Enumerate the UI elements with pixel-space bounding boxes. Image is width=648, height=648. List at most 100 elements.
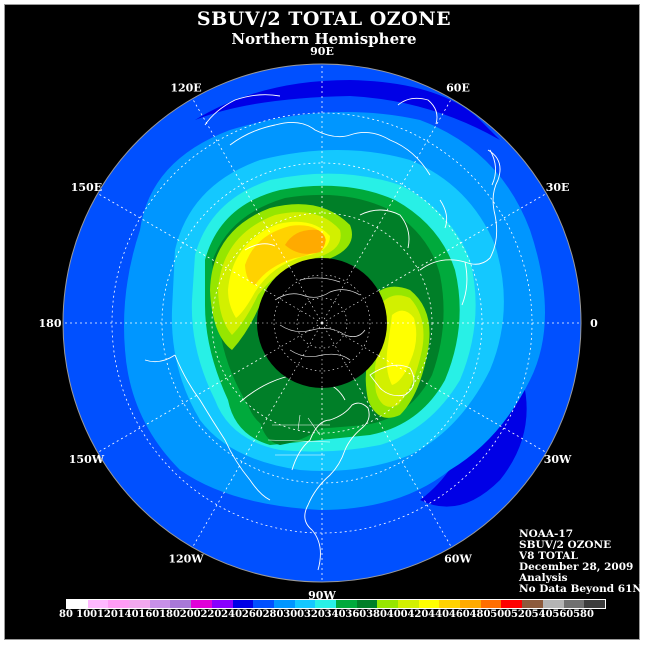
pole-meridian — [265, 290, 323, 324]
info-panel: NOAA-17 SBUV/2 OZONE V8 TOTAL December 2… — [519, 529, 642, 595]
colorbar-swatch — [584, 600, 605, 608]
colorbar-label: 380 — [366, 609, 387, 620]
colorbar-label: 260 — [241, 609, 263, 620]
state-borders — [267, 414, 331, 456]
colorbar-swatch — [542, 600, 564, 608]
colorbar-swatch — [87, 600, 109, 608]
coast-indonesia — [204, 94, 281, 126]
meridian-line — [354, 98, 452, 267]
info-date: December 28, 2009 — [519, 561, 634, 573]
coast-india — [397, 97, 438, 125]
ozone-level-460-west — [285, 229, 326, 254]
colorbar-swatch — [377, 600, 398, 608]
pole-meridian — [265, 322, 323, 356]
pole-meridian — [321, 290, 379, 324]
ozone-level-360-america — [258, 389, 330, 445]
pole-meridian — [321, 266, 355, 324]
colorbar-label: 520 — [510, 609, 532, 620]
colorbar-swatch — [439, 600, 461, 608]
coast-north-america-east — [291, 402, 370, 571]
coast-asia-pacific — [229, 121, 431, 176]
colorbar-swatch — [294, 600, 316, 608]
colorbar-label: 100 — [76, 609, 98, 620]
colorbar-label: 140 — [117, 609, 139, 620]
colorbar-label: 540 — [531, 609, 553, 620]
longitude-label: 90W — [308, 589, 336, 602]
info-satellite: NOAA-17 — [519, 528, 574, 540]
colorbar-swatch — [563, 600, 585, 608]
colorbar-label: 280 — [262, 609, 284, 620]
info-instrument: SBUV/2 OZONE — [519, 539, 612, 551]
colorbar-swatch — [356, 600, 378, 608]
pole-meridian — [321, 322, 355, 380]
pole-latitude-circle — [273, 274, 371, 372]
longitude-label: 120W — [168, 553, 204, 566]
longitude-label: 30W — [544, 453, 572, 466]
colorbar — [66, 599, 606, 609]
coast-europe — [419, 149, 501, 271]
colorbar-swatch — [191, 600, 212, 608]
colorbar-label: 200 — [179, 609, 201, 620]
pole-meridian — [289, 322, 323, 380]
colorbar-swatch — [335, 600, 357, 608]
colorbar-label: 460 — [448, 609, 470, 620]
colorbar-label: 500 — [490, 609, 512, 620]
colorbar-label: 420 — [407, 609, 429, 620]
longitude-label: 60E — [446, 81, 470, 94]
coast-greenland — [369, 364, 415, 397]
coast-arabia — [489, 149, 496, 186]
longitude-label: 0 — [590, 317, 598, 330]
longitude-label: 60W — [444, 553, 472, 566]
coast-alaska — [144, 354, 176, 363]
colorbar-swatch — [480, 600, 502, 608]
meridian-line — [192, 98, 290, 267]
colorbar-swatch — [398, 600, 419, 608]
colorbar-swatch — [149, 600, 171, 608]
longitude-label: 30E — [546, 181, 570, 194]
coast-okhotsk — [244, 243, 276, 251]
meridian-line — [97, 355, 266, 453]
pole-meridian — [289, 266, 323, 324]
colorbar-label: 80 — [59, 609, 73, 620]
meridian-line — [192, 379, 290, 548]
colorbar-swatch — [211, 600, 233, 608]
map-title: SBUV/2 TOTAL OZONE — [196, 8, 452, 30]
longitude-labels: 90E 60E 30E 0 30W 60W 90W 120W 150W 180 150E 120E — [39, 45, 599, 602]
colorbar-label: 160 — [138, 609, 160, 620]
colorbar-label: 300 — [283, 609, 305, 620]
coast-mediterranean — [439, 199, 448, 229]
map-boundary — [62, 63, 582, 583]
coast-scandinavia — [461, 261, 468, 306]
colorbar-swatch — [501, 600, 523, 608]
ozone-level-420-east — [386, 310, 417, 385]
colorbar-label: 560 — [552, 609, 574, 620]
colorbar-swatch — [108, 600, 130, 608]
meridian-line — [354, 379, 452, 548]
longitude-label: 150E — [71, 181, 102, 194]
colorbar-label: 440 — [428, 609, 450, 620]
colorbar-swatch — [170, 600, 192, 608]
pole-latitude-circle — [296, 297, 348, 349]
latitude-circle — [111, 112, 533, 534]
map-subtitle: Northern Hemisphere — [231, 30, 417, 48]
colorbar-swatch — [253, 600, 274, 608]
latitude-circle — [211, 212, 433, 434]
longitude-label: 120E — [170, 81, 201, 94]
colorbar-swatch — [315, 600, 336, 608]
meridian-line — [378, 193, 547, 291]
info-type: Analysis — [519, 572, 568, 584]
colorbar-label: 220 — [200, 609, 222, 620]
meridian-line — [97, 193, 266, 291]
longitude-label: 180 — [39, 317, 62, 330]
colorbar-swatch — [232, 600, 254, 608]
colorbar-swatch — [522, 600, 543, 608]
longitude-label: 150W — [69, 453, 105, 466]
colorbar-label: 360 — [345, 609, 367, 620]
meridian-line — [378, 355, 547, 453]
coastlines — [144, 94, 501, 571]
colorbar-swatch — [418, 600, 440, 608]
colorbar-swatch — [460, 600, 481, 608]
colorbar-label: 180 — [159, 609, 180, 620]
coast-north-america-west — [174, 354, 271, 501]
